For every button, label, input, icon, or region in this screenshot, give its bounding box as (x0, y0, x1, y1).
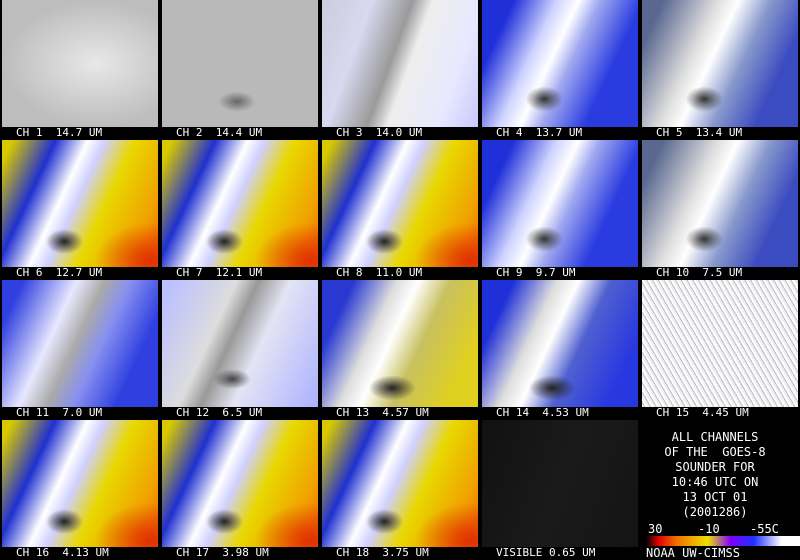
channel-tile: CH 9 9.7 UM (480, 140, 640, 280)
colorbar-label: -55C (750, 522, 779, 536)
channel-tile: CH 17 3.98 UM (160, 420, 320, 560)
channel-label: CH 12 6.5 UM (176, 406, 263, 419)
satellite-image (322, 280, 478, 407)
channel-tile: CH 16 4.13 UM (0, 420, 160, 560)
channel-tile: CH 18 3.75 UM (320, 420, 480, 560)
channel-tile: CH 4 13.7 UM (480, 0, 640, 140)
channel-label: CH 18 3.75 UM (336, 546, 429, 559)
credit: NOAA UW-CIMSS (646, 546, 740, 560)
info-line: ALL CHANNELS (671, 430, 759, 444)
channel-label: CH 11 7.0 UM (16, 406, 103, 419)
satellite-image (322, 140, 478, 267)
channel-tile: CH 6 12.7 UM (0, 140, 160, 280)
channel-tile: CH 10 7.5 UM (640, 140, 800, 280)
channel-label: CH 13 4.57 UM (336, 406, 429, 419)
channel-tile: CH 3 14.0 UM (320, 0, 480, 140)
satellite-image (482, 420, 638, 547)
info-line: OF THE GOES-8 (664, 445, 766, 459)
channel-label: CH 9 9.7 UM (496, 266, 576, 279)
satellite-image (642, 140, 798, 267)
channel-label: CH 8 11.0 UM (336, 266, 423, 279)
satellite-image (482, 0, 638, 127)
satellite-image (642, 0, 798, 127)
channel-label: CH 4 13.7 UM (496, 126, 583, 139)
channel-label: CH 3 14.0 UM (336, 126, 423, 139)
channel-tile: CH 12 6.5 UM (160, 280, 320, 420)
channel-tile: CH 7 12.1 UM (160, 140, 320, 280)
satellite-image (2, 140, 158, 267)
channel-tile: CH 14 4.53 UM (480, 280, 640, 420)
satellite-image (322, 0, 478, 127)
colorbar-label: -10 (698, 522, 720, 536)
colorbar-label: 30 (648, 522, 663, 536)
channel-label: CH 6 12.7 UM (16, 266, 103, 279)
info-line: SOUNDER FOR (675, 460, 755, 474)
channel-label: CH 15 4.45 UM (656, 406, 749, 419)
channel-label: CH 5 13.4 UM (656, 126, 743, 139)
channel-tile: CH 11 7.0 UM (0, 280, 160, 420)
channel-label: CH 10 7.5 UM (656, 266, 743, 279)
info-line: 10:46 UTC ON (671, 475, 759, 489)
channel-tile: CH 13 4.57 UM (320, 280, 480, 420)
channel-label: CH 17 3.98 UM (176, 546, 269, 559)
info-line: 13 OCT 01 (682, 490, 748, 504)
channel-label: VISIBLE 0.65 UM (496, 546, 596, 559)
channel-label: CH 16 4.13 UM (16, 546, 109, 559)
channel-label: CH 2 14.4 UM (176, 126, 263, 139)
channel-tile: CH 1 14.7 UM (0, 0, 160, 140)
satellite-image (162, 140, 318, 267)
channel-label: CH 14 4.53 UM (496, 406, 589, 419)
satellite-image (2, 280, 158, 407)
colorbar (646, 536, 800, 546)
info-panel: ALL CHANNELS OF THE GOES-8 SOUNDER FOR 1… (640, 420, 800, 560)
channel-label: CH 1 14.7 UM (16, 126, 103, 139)
channel-tile: CH 8 11.0 UM (320, 140, 480, 280)
channel-label: CH 7 12.1 UM (176, 266, 263, 279)
satellite-image (2, 0, 158, 127)
channel-tile: CH 2 14.4 UM (160, 0, 320, 140)
satellite-image (482, 280, 638, 407)
satellite-image (482, 140, 638, 267)
satellite-image (642, 280, 798, 407)
satellite-image (162, 0, 318, 127)
info-line: (2001286) (682, 505, 748, 519)
channel-tile: VISIBLE 0.65 UM (480, 420, 640, 560)
satellite-image (162, 280, 318, 407)
channel-tile: CH 15 4.45 UM (640, 280, 800, 420)
satellite-image (322, 420, 478, 547)
satellite-image (162, 420, 318, 547)
satellite-image (2, 420, 158, 547)
channel-tile: CH 5 13.4 UM (640, 0, 800, 140)
